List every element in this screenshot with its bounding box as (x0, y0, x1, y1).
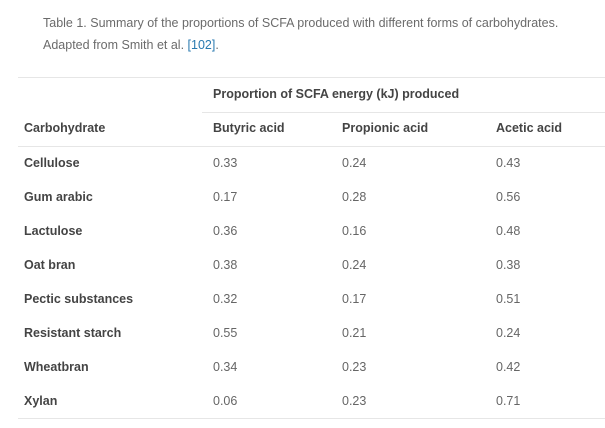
cell-carbohydrate: Wheatbran (24, 360, 89, 374)
cell-butyric: 0.34 (213, 360, 238, 374)
column-header-acetic: Acetic acid (496, 121, 563, 135)
table-row: Xylan 0.06 0.23 0.71 (0, 394, 605, 428)
column-header-propionic: Propionic acid (342, 121, 429, 135)
cell-acetic: 0.48 (496, 224, 521, 238)
cell-butyric: 0.55 (213, 326, 238, 340)
cell-propionic: 0.28 (342, 190, 367, 204)
cell-butyric: 0.32 (213, 292, 238, 306)
cell-acetic: 0.51 (496, 292, 521, 306)
column-header-butyric: Butyric acid (213, 121, 285, 135)
cell-carbohydrate: Resistant starch (24, 326, 122, 340)
column-header-carbohydrate: Carbohydrate (24, 121, 106, 135)
cell-propionic: 0.21 (342, 326, 367, 340)
table-caption: Table 1. Summary of the proportions of S… (43, 12, 603, 56)
cell-carbohydrate: Oat bran (24, 258, 76, 272)
table-row: Gum arabic 0.17 0.28 0.56 (0, 190, 605, 224)
table-row: Lactulose 0.36 0.16 0.48 (0, 224, 605, 258)
table-bottom-rule (18, 418, 605, 419)
cell-propionic: 0.23 (342, 360, 367, 374)
span-header: Proportion of SCFA energy (kJ) produced (213, 87, 460, 101)
cell-acetic: 0.42 (496, 360, 521, 374)
cell-acetic: 0.56 (496, 190, 521, 204)
cell-butyric: 0.33 (213, 156, 238, 170)
table-row: Cellulose 0.33 0.24 0.43 (0, 156, 605, 190)
cell-propionic: 0.24 (342, 156, 367, 170)
cell-butyric: 0.06 (213, 394, 238, 408)
table-row: Wheatbran 0.34 0.23 0.42 (0, 360, 605, 394)
cell-acetic: 0.38 (496, 258, 521, 272)
caption-text: Table 1. Summary of the proportions of S… (43, 16, 559, 52)
span-header-rule (202, 112, 605, 113)
cell-carbohydrate: Pectic substances (24, 292, 134, 306)
cell-propionic: 0.17 (342, 292, 367, 306)
cell-propionic: 0.16 (342, 224, 367, 238)
caption-trailing: . (215, 38, 219, 52)
table-top-rule (18, 77, 605, 78)
cell-acetic: 0.71 (496, 394, 521, 408)
cell-butyric: 0.36 (213, 224, 238, 238)
cell-carbohydrate: Gum arabic (24, 190, 93, 204)
table-row: Oat bran 0.38 0.24 0.38 (0, 258, 605, 292)
table-row: Pectic substances 0.32 0.17 0.51 (0, 292, 605, 326)
cell-acetic: 0.43 (496, 156, 521, 170)
cell-acetic: 0.24 (496, 326, 521, 340)
cell-butyric: 0.38 (213, 258, 238, 272)
header-rule (18, 146, 605, 147)
table-row: Resistant starch 0.55 0.21 0.24 (0, 326, 605, 360)
cell-carbohydrate: Lactulose (24, 224, 83, 238)
cell-carbohydrate: Xylan (24, 394, 58, 408)
reference-link-102[interactable]: [102] (187, 38, 216, 52)
cell-propionic: 0.23 (342, 394, 367, 408)
cell-butyric: 0.17 (213, 190, 238, 204)
cell-propionic: 0.24 (342, 258, 367, 272)
cell-carbohydrate: Cellulose (24, 156, 80, 170)
